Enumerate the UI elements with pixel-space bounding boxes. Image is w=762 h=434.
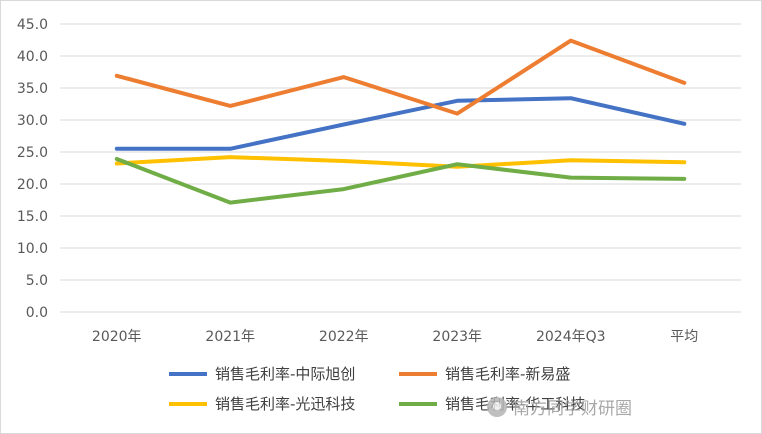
- legend-label: 销售毛利率-华工科技: [445, 395, 586, 413]
- legend-label: 销售毛利率-中际旭创: [215, 365, 356, 383]
- x-tick-label: 2023年: [432, 329, 482, 345]
- x-tick-label: 2024年Q3: [536, 329, 606, 345]
- legend-item-huagong: 销售毛利率-华工科技: [399, 393, 585, 414]
- wechat-account-icon: [487, 396, 507, 417]
- x-tick-label: 2020年: [92, 329, 142, 345]
- y-tick-label: 30.0: [17, 113, 48, 129]
- legend-label: 销售毛利率-光迅科技: [215, 395, 356, 413]
- y-tick-label: 45.0: [17, 17, 48, 33]
- y-tick-label: 35.0: [17, 81, 48, 97]
- x-tick-label: 2022年: [319, 329, 369, 345]
- y-tick-label: 5.0: [26, 273, 48, 289]
- legend-swatch: [399, 371, 437, 376]
- legend-swatch: [399, 401, 437, 406]
- y-tick-label: 20.0: [17, 177, 48, 193]
- y-tick-label: 0.0: [26, 305, 48, 321]
- series-line: [114, 96, 687, 151]
- line-chart: 0.0 5.0 10.0 15.0 20.0 25.0 30.0 35.0 40.0 45.0 20…: [17, 17, 741, 345]
- y-tick-label: 40.0: [17, 49, 48, 65]
- x-tick-label: 2021年: [205, 329, 255, 345]
- x-tick-label: 平均: [670, 329, 698, 345]
- legend-label: 销售毛利率-新易盛: [445, 365, 571, 383]
- legend-item-guangxun: 销售毛利率-光迅科技: [169, 393, 355, 414]
- y-tick-label: 25.0: [17, 145, 48, 161]
- series-line: [114, 38, 687, 116]
- legend-item-xinyisheng: 销售毛利率-新易盛: [399, 363, 570, 384]
- series-line: [114, 157, 687, 205]
- legend-swatch: [169, 371, 207, 376]
- legend-swatch: [169, 401, 207, 406]
- watermark-text: 南方同学财研圈: [513, 399, 632, 419]
- series-line: [114, 155, 687, 169]
- y-tick-label: 10.0: [17, 241, 48, 257]
- y-tick-label: 15.0: [17, 209, 48, 225]
- watermark: 南方同学财研圈: [487, 394, 632, 419]
- legend-item-zhongji: 销售毛利率-中际旭创: [169, 363, 355, 384]
